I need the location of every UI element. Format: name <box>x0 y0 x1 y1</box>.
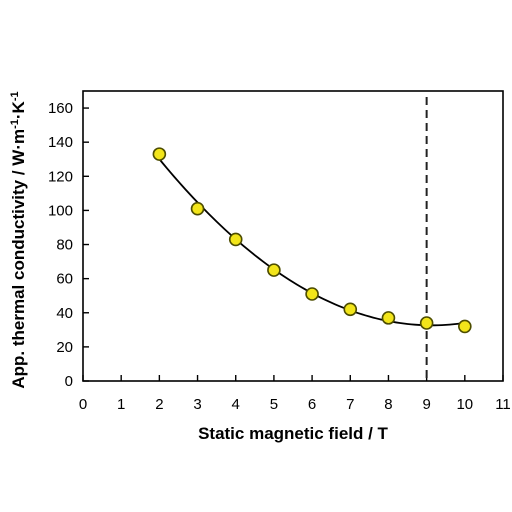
x-tick-label: 2 <box>155 396 163 413</box>
data-point <box>458 319 472 334</box>
y-tick-label: 20 <box>56 339 73 356</box>
y-tick-label: 40 <box>56 305 73 322</box>
x-tick-label: 1 <box>117 396 125 413</box>
x-tick-label: 0 <box>79 396 87 413</box>
tick-marks <box>82 107 504 382</box>
x-tick-label: 5 <box>270 396 278 413</box>
y-tick-label: 60 <box>56 271 73 288</box>
x-tick-label: 11 <box>495 396 511 413</box>
data-points <box>152 147 472 334</box>
y-axis-title-main: App. thermal conductivity / W·m <box>9 129 28 389</box>
data-point <box>419 316 434 330</box>
data-point <box>267 263 281 277</box>
data-point <box>381 311 396 325</box>
y-tick-label: 100 <box>48 202 73 219</box>
y-tick-label: 120 <box>48 168 73 185</box>
data-point <box>152 147 167 161</box>
plot-frame <box>82 90 504 382</box>
y-tick-label: 140 <box>48 134 73 151</box>
y-tick-label: 160 <box>48 100 73 117</box>
x-tick-label: 4 <box>232 396 240 413</box>
x-tick-label: 6 <box>308 396 316 413</box>
data-point <box>305 287 319 301</box>
y-axis-title-sup1: -1 <box>9 119 21 129</box>
x-tick-label: 7 <box>346 396 354 413</box>
y-axis-title-sup2: -1 <box>9 91 21 101</box>
axes <box>82 90 504 382</box>
y-tick-label: 80 <box>56 237 73 254</box>
tick-labels: 0 1 2 3 4 5 6 7 8 9 10 11 0 20 40 60 80 100 120 140 160 <box>48 100 511 413</box>
x-tick-label: 3 <box>193 396 201 413</box>
y-axis-title-mid: ·K <box>9 100 28 119</box>
data-point <box>228 232 243 247</box>
x-tick-label: 10 <box>456 396 473 413</box>
y-tick-label: 0 <box>65 373 73 390</box>
x-tick-label: 9 <box>422 396 430 413</box>
data-point <box>343 302 358 317</box>
data-point <box>190 201 205 216</box>
x-axis-title: Static magnetic field / T <box>198 424 388 443</box>
x-tick-label: 8 <box>384 396 392 413</box>
y-axis-title: App. thermal conductivity / W·m-1·K-1 <box>9 91 28 388</box>
